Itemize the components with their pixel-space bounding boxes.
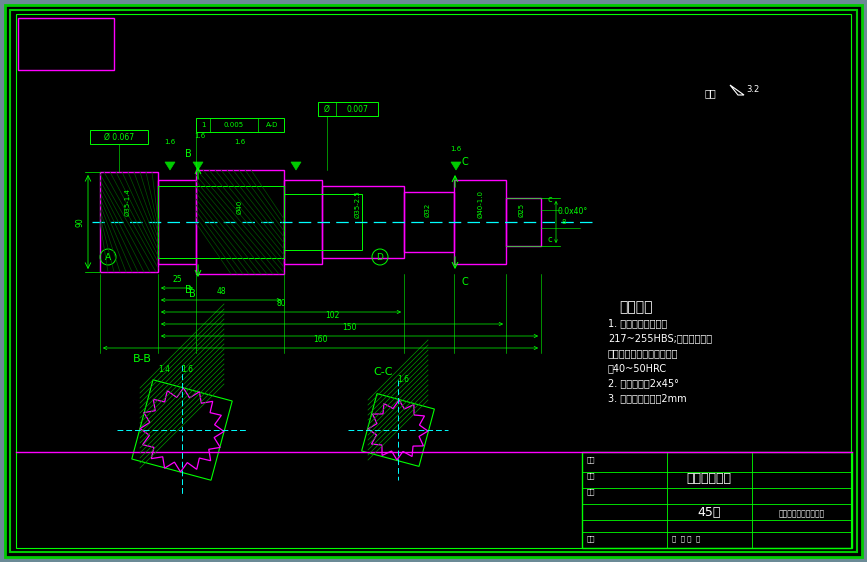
Bar bbox=[318, 102, 378, 116]
Bar bbox=[506, 198, 541, 246]
Bar bbox=[18, 18, 114, 70]
Text: 1.4: 1.4 bbox=[158, 365, 170, 374]
Text: c: c bbox=[548, 196, 552, 205]
Text: 8: 8 bbox=[562, 219, 566, 225]
Text: 160: 160 bbox=[313, 335, 328, 344]
Text: B: B bbox=[185, 149, 192, 159]
Text: 其余: 其余 bbox=[705, 88, 717, 98]
Text: 217~255HBS;花键部分进行: 217~255HBS;花键部分进行 bbox=[608, 333, 712, 343]
Text: 80: 80 bbox=[277, 299, 286, 308]
Text: 设计: 设计 bbox=[587, 457, 596, 463]
Text: 102: 102 bbox=[325, 311, 339, 320]
Text: C-C: C-C bbox=[374, 367, 393, 377]
Text: 0.007: 0.007 bbox=[346, 105, 368, 114]
Text: 48: 48 bbox=[216, 287, 225, 296]
Bar bbox=[90, 130, 148, 144]
Text: 150: 150 bbox=[342, 323, 356, 332]
Bar bbox=[404, 192, 454, 252]
Polygon shape bbox=[451, 162, 461, 170]
Bar bbox=[158, 180, 196, 264]
Text: Ø40: Ø40 bbox=[237, 200, 243, 214]
Text: Ø35-2.5: Ø35-2.5 bbox=[355, 190, 361, 218]
Text: 技术要求: 技术要求 bbox=[619, 300, 653, 314]
Text: 比例: 比例 bbox=[587, 536, 596, 542]
Text: 1.6: 1.6 bbox=[181, 365, 193, 374]
Bar bbox=[196, 118, 284, 132]
Text: D: D bbox=[376, 252, 383, 261]
Text: Ø25: Ø25 bbox=[519, 203, 525, 217]
Text: C: C bbox=[461, 157, 468, 167]
Text: 1.6: 1.6 bbox=[194, 133, 205, 139]
Polygon shape bbox=[140, 388, 224, 472]
Text: 45钢: 45钢 bbox=[697, 505, 720, 519]
Bar bbox=[100, 172, 158, 272]
Bar bbox=[158, 186, 284, 258]
Text: Ø32: Ø32 bbox=[425, 203, 431, 217]
Text: 3. 未注明圆角半径2mm: 3. 未注明圆角半径2mm bbox=[608, 393, 687, 403]
Polygon shape bbox=[193, 162, 203, 170]
Text: 1.6: 1.6 bbox=[450, 146, 461, 152]
Polygon shape bbox=[291, 162, 301, 170]
Text: 1.6: 1.6 bbox=[234, 139, 245, 145]
Text: 批准: 批准 bbox=[587, 489, 596, 495]
Text: 2. 未注明倒角2x45°: 2. 未注明倒角2x45° bbox=[608, 378, 679, 388]
Text: 取力器输出轴: 取力器输出轴 bbox=[687, 472, 732, 484]
Text: A-D: A-D bbox=[266, 122, 278, 128]
Text: Ø40-1.0: Ø40-1.0 bbox=[478, 190, 484, 218]
Text: 1.6: 1.6 bbox=[165, 139, 176, 145]
Text: 湖南株洲大学生动华能: 湖南株洲大学生动华能 bbox=[779, 510, 825, 519]
Text: 1: 1 bbox=[201, 122, 205, 128]
Text: 高频淬火，淬火后齿面硬度: 高频淬火，淬火后齿面硬度 bbox=[608, 348, 679, 358]
Text: Ø35-1.4: Ø35-1.4 bbox=[125, 188, 131, 216]
Text: 90: 90 bbox=[75, 217, 84, 227]
Text: 校核: 校核 bbox=[587, 473, 596, 479]
Text: 0.0x40°: 0.0x40° bbox=[558, 207, 588, 216]
Bar bbox=[582, 452, 852, 548]
Text: C: C bbox=[461, 277, 468, 287]
Polygon shape bbox=[165, 162, 175, 170]
Bar bbox=[454, 180, 506, 264]
Text: B-B: B-B bbox=[133, 354, 152, 364]
Bar bbox=[322, 186, 404, 258]
Text: 25: 25 bbox=[173, 275, 182, 284]
Text: 0.005: 0.005 bbox=[224, 122, 244, 128]
Text: 3.2: 3.2 bbox=[746, 85, 759, 94]
Bar bbox=[284, 180, 322, 264]
Text: 为40~50HRC: 为40~50HRC bbox=[608, 363, 667, 373]
Text: 1.6: 1.6 bbox=[397, 375, 409, 384]
Bar bbox=[196, 170, 284, 274]
Text: B: B bbox=[185, 285, 192, 295]
Text: c: c bbox=[548, 235, 552, 244]
Text: Ø 0.067: Ø 0.067 bbox=[104, 133, 134, 142]
Text: Ø: Ø bbox=[324, 105, 330, 114]
Text: A: A bbox=[105, 252, 111, 261]
Text: 1. 调质处理，硬度为: 1. 调质处理，硬度为 bbox=[608, 318, 668, 328]
Polygon shape bbox=[368, 400, 428, 460]
Text: B: B bbox=[189, 289, 195, 299]
Text: 共  张 第  张: 共 张 第 张 bbox=[672, 536, 701, 542]
Bar bbox=[284, 194, 362, 250]
